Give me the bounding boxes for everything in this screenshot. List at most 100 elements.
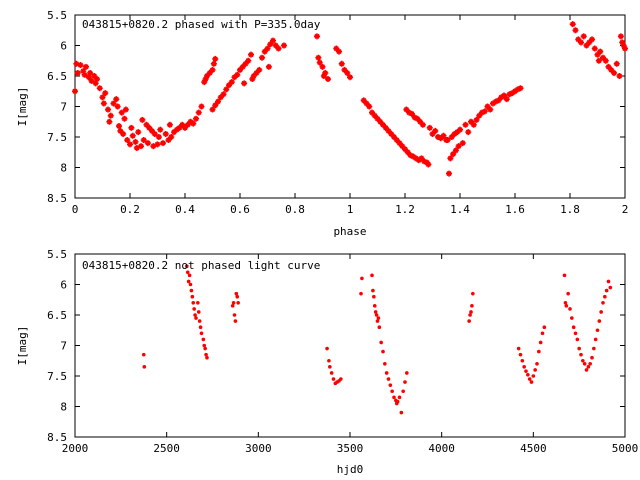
data-point: [212, 102, 219, 109]
data-point: [141, 352, 146, 357]
data-point: [142, 365, 147, 369]
data-point: [242, 60, 249, 67]
data-point: [135, 129, 142, 136]
y-tick-label: 7.5: [47, 131, 67, 144]
data-point: [451, 130, 458, 137]
data-point: [81, 71, 88, 78]
data-point: [407, 152, 414, 159]
data-point: [386, 377, 391, 381]
data-point: [371, 112, 378, 119]
data-point: [575, 36, 582, 43]
data-point: [270, 37, 276, 44]
data-point: [250, 73, 257, 79]
data-point: [168, 134, 175, 140]
data-point: [329, 371, 334, 375]
data-point: [110, 100, 117, 107]
data-point: [516, 346, 521, 351]
data-point: [435, 134, 441, 140]
data-point: [571, 325, 576, 330]
data-point: [602, 57, 609, 64]
data-point: [594, 51, 601, 58]
unphased-y-axis-label: I[mag]: [16, 326, 29, 366]
data-point: [562, 273, 567, 278]
data-point: [160, 140, 166, 147]
data-point: [233, 319, 238, 323]
data-point: [320, 73, 327, 79]
data-point: [385, 127, 392, 134]
data-point: [182, 124, 188, 131]
data-point: [226, 82, 232, 89]
data-point: [235, 294, 240, 299]
data-point: [316, 59, 323, 66]
data-point: [446, 170, 452, 177]
data-point: [339, 377, 343, 381]
data-point: [202, 343, 207, 348]
data-point: [388, 130, 395, 137]
data-point: [457, 126, 463, 133]
data-point: [425, 161, 432, 168]
data-point: [139, 116, 146, 123]
data-point: [529, 380, 534, 384]
data-point: [249, 76, 256, 83]
y-tick-label: 5.5: [47, 9, 67, 22]
data-point: [533, 368, 537, 372]
data-point: [410, 153, 417, 160]
data-point: [399, 410, 404, 415]
data-point: [206, 69, 213, 76]
data-point: [426, 124, 433, 131]
data-point: [522, 365, 526, 369]
data-point: [440, 132, 447, 139]
data-point: [191, 301, 196, 305]
data-point: [197, 319, 202, 323]
data-point: [179, 121, 186, 128]
data-point: [199, 331, 204, 336]
data-point: [437, 135, 444, 142]
data-point: [473, 116, 480, 123]
data-point: [369, 109, 375, 116]
data-point: [379, 340, 383, 345]
data-point: [605, 63, 612, 70]
data-point: [220, 91, 227, 98]
data-point: [465, 129, 472, 136]
data-point: [526, 372, 530, 377]
data-point: [72, 88, 78, 95]
data-point: [248, 51, 254, 58]
unphased-data-points: [141, 264, 613, 415]
data-point: [124, 137, 131, 144]
data-point: [408, 110, 415, 117]
data-point: [77, 62, 84, 69]
data-point: [383, 362, 387, 366]
data-point: [327, 358, 331, 363]
data-point: [143, 121, 150, 128]
data-point: [391, 134, 397, 140]
data-point: [203, 346, 207, 351]
data-point: [586, 365, 591, 369]
y-tick-label: 8: [60, 162, 67, 175]
x-tick-label: 0: [72, 203, 79, 216]
data-point: [514, 86, 521, 93]
data-point: [590, 355, 594, 360]
data-point: [133, 144, 140, 151]
data-point: [492, 98, 499, 105]
data-point: [518, 352, 523, 357]
data-point: [217, 94, 224, 101]
data-point: [259, 54, 265, 61]
data-point: [325, 346, 329, 351]
data-point: [265, 63, 272, 70]
data-point: [157, 126, 164, 133]
data-point: [231, 301, 236, 305]
data-point: [187, 118, 194, 125]
data-point: [189, 288, 194, 293]
data-point: [481, 108, 488, 115]
data-point: [402, 146, 408, 153]
data-point: [564, 304, 569, 308]
data-point: [382, 124, 389, 131]
data-point: [92, 80, 99, 87]
data-point: [531, 374, 536, 378]
data-point: [419, 121, 426, 128]
data-point: [325, 76, 331, 83]
data-point: [114, 103, 121, 110]
data-point: [155, 134, 162, 140]
data-point: [444, 137, 451, 144]
